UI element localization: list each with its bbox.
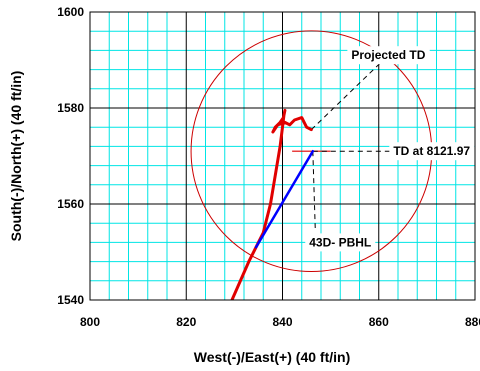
- y-tick-label: 1540: [57, 293, 84, 307]
- x-tick-label: 820: [176, 315, 196, 329]
- annotations: Projected TD TD at 8121.97 43D- PBHL: [305, 46, 475, 252]
- y-tick-label: 1560: [57, 197, 84, 211]
- x-tick-label: 840: [272, 315, 292, 329]
- plot-content: [190, 30, 433, 300]
- y-tick-label: 1600: [57, 5, 84, 19]
- annotation-label: TD at 8121.97: [393, 144, 470, 158]
- tick-labels: 800 820 840 860 880 1540 1560 1580 1600: [57, 5, 480, 329]
- x-tick-label: 860: [369, 315, 389, 329]
- actual-series-line: [230, 108, 313, 300]
- y-tick-label: 1580: [57, 101, 84, 115]
- annotation-box: [347, 46, 430, 65]
- x-axis-label: West(-)/East(+) (40 ft/in): [194, 349, 350, 365]
- annotation-label: Projected TD: [351, 48, 425, 62]
- plan-series-line: [254, 149, 315, 249]
- y-axis-label: South(-)/North(+) (40 ft/in): [8, 71, 24, 242]
- x-tick-label: 880: [465, 315, 480, 329]
- x-tick-label: 800: [80, 315, 100, 329]
- annotation-box: [389, 142, 475, 161]
- annotation-label: 43D- PBHL: [309, 235, 371, 249]
- annotation-leader: [312, 151, 316, 229]
- annotation-box: [305, 233, 376, 252]
- plot-frame: [89, 11, 476, 301]
